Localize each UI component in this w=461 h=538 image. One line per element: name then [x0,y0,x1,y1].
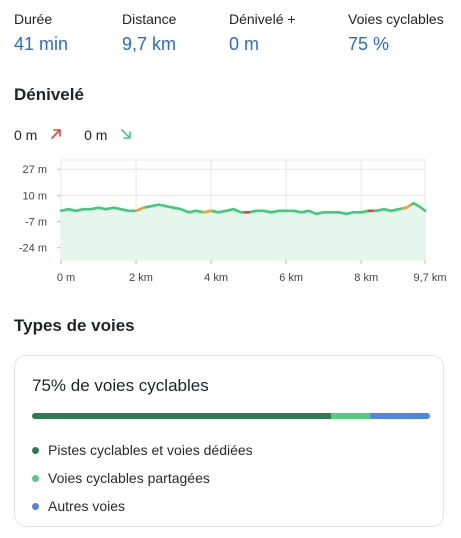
stat-distance-value: 9,7 km [122,34,177,54]
stat-distance: Distance 9,7 km [122,10,176,55]
legend-dot-icon [32,446,39,454]
arrow-down-right-icon [120,126,132,144]
stat-duration-value: 41 min [14,34,69,54]
descent-value: 0 m [84,127,108,144]
stat-duration-label: Durée [14,11,53,27]
x-tick-label: 6 km [279,272,303,284]
elevation-chart: 27 m 10 m -7 m -24 m 0 m 2 km 4 km 6 km 8 km 9,7 … [19,159,447,284]
ascent-value: 0 m [14,127,38,144]
legend-dot-icon [32,502,39,510]
x-tick-label: 2 km [129,272,153,284]
stat-distance-label: Distance [122,11,177,27]
stat-elevation-gain: Dénivelé + 0 m [229,10,296,55]
legend-item: Autres voies [32,492,253,520]
road-type-bar-segment [330,413,371,419]
legend-dot-icon [32,474,39,482]
road-type-bar-segment [32,413,331,419]
climb-segment [401,204,412,210]
y-tick-label: -24 m [19,243,47,255]
x-tick-label: 0 m [57,272,75,284]
road-type-bar-segment [370,413,430,419]
elevation-summary: 0 m 0 m [14,125,132,143]
arrow-up-right-icon [50,126,62,144]
legend-label: Pistes cyclables et voies dédiées [48,442,253,458]
y-tick-label: 27 m [23,164,47,176]
elevation-title: Dénivelé [14,85,84,104]
climb-segment [202,209,213,214]
elevation-area [61,203,425,260]
x-tick-label: 8 km [354,272,378,284]
stat-elevation-gain-label: Dénivelé + [229,11,296,27]
climb-segment [134,206,145,213]
bike-lanes-percentage-title: 75% de voies cyclables [32,376,209,395]
x-tick-label: 9,7 km [413,272,446,284]
legend-label: Autres voies [48,498,126,514]
stat-elevation-gain-value: 0 m [229,34,260,54]
legend-item: Voies cyclables partagées [32,464,253,492]
stat-bike-lanes-label: Voies cyclables [348,11,444,27]
road-types-card: 75% de voies cyclables Pistes cyclables … [14,355,444,527]
road-types-bar [32,413,430,419]
y-tick-label: 10 m [23,190,47,202]
y-tick-label: -7 m [25,217,47,229]
road-types-legend: Pistes cyclables et voies dédiées Voies c… [32,436,253,520]
legend-item: Pistes cyclables et voies dédiées [32,436,253,464]
stat-duration: Durée 41 min [14,10,68,55]
x-tick-label: 4 km [204,272,228,284]
route-stats: Durée 41 min Distance 9,7 km Dénivelé + … [14,10,454,60]
legend-label: Voies cyclables partagées [48,470,210,486]
stat-bike-lanes-value: 75 % [348,34,390,54]
road-types-title: Types de voies [14,316,135,335]
stat-bike-lanes: Voies cyclables 75 % [348,10,444,55]
